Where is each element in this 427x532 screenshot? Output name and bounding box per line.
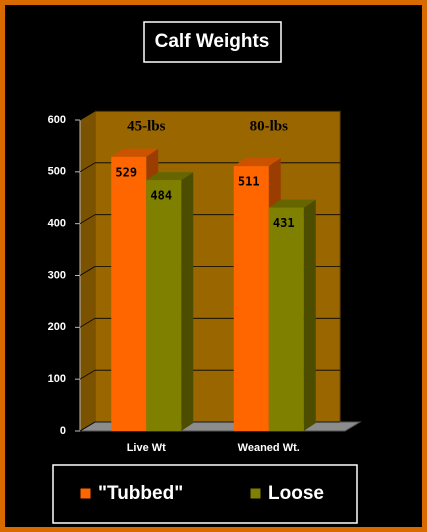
y-tick-label: 0 <box>60 425 66 437</box>
bar <box>233 166 269 432</box>
y-tick-label: 400 <box>48 218 66 230</box>
value-label: 484 <box>150 189 172 203</box>
grid-line <box>79 266 96 276</box>
annotation: 45-lbs <box>127 118 166 134</box>
chart-title: Calf Weights <box>155 31 270 52</box>
legend-swatch <box>249 487 262 500</box>
legend-box <box>52 464 358 524</box>
y-tick-label: 100 <box>48 373 66 385</box>
legend-label: "Tubbed" <box>98 483 183 504</box>
x-tick-label: Live Wt <box>127 442 166 454</box>
bar-side <box>303 199 316 431</box>
x-tick-label: Weaned Wt. <box>238 442 300 454</box>
bar-top <box>111 148 159 157</box>
value-label: 431 <box>273 216 295 230</box>
title-box <box>143 21 282 63</box>
legend-swatch <box>79 487 92 500</box>
value-label: 511 <box>238 175 260 189</box>
value-label: 529 <box>115 165 137 179</box>
bar <box>146 180 182 431</box>
y-tick-label: 600 <box>48 114 66 126</box>
bar-top <box>268 199 316 208</box>
bar <box>268 207 304 431</box>
bar-top <box>233 158 281 167</box>
y-tick-label: 300 <box>48 269 66 281</box>
annotation: 80-lbs <box>250 118 289 134</box>
y-tick-label: 500 <box>48 166 66 178</box>
y-tick-label: 200 <box>48 321 66 333</box>
grid-line <box>79 110 96 121</box>
plot: 0 100 200 300 400 500 600 Live Wt 45-lbs 529 484 We… <box>48 110 362 454</box>
grid-line <box>79 369 96 380</box>
grid-line <box>79 421 96 432</box>
bar-top <box>146 172 194 181</box>
legend-label: Loose <box>268 483 324 504</box>
grid-line <box>79 162 96 173</box>
bar <box>111 156 147 431</box>
grid-line <box>79 317 96 328</box>
grid-line <box>79 214 96 225</box>
bar-side <box>181 172 194 432</box>
